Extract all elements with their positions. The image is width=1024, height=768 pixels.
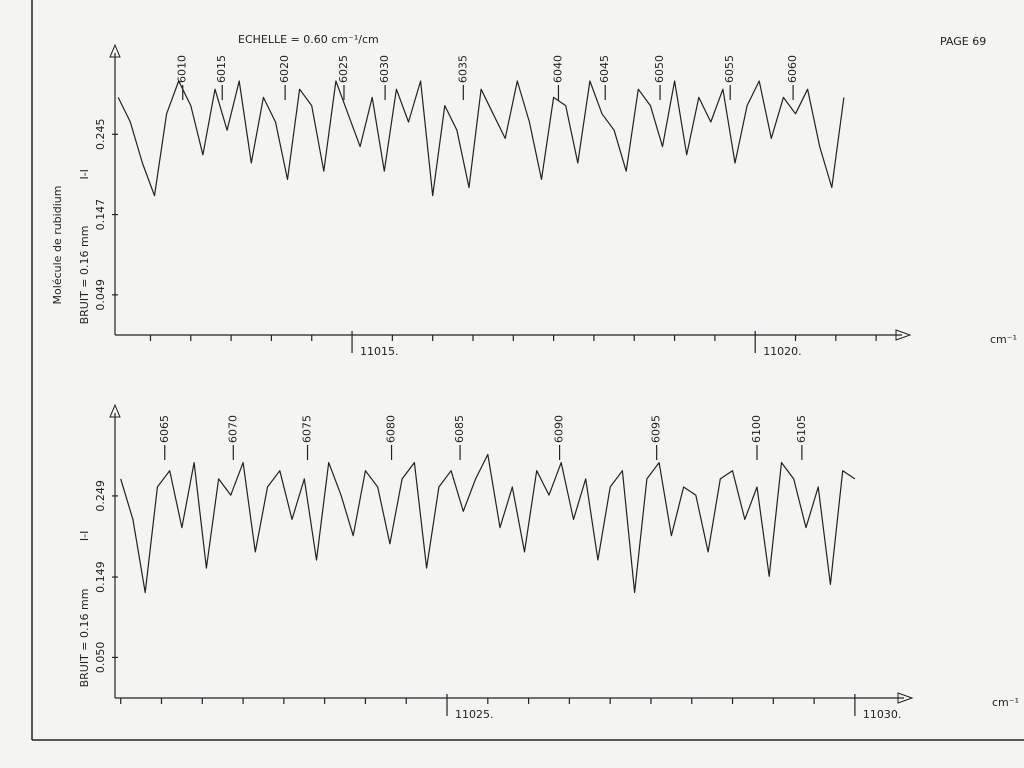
x-unit: cm⁻¹ [990,333,1017,346]
line-label: 6030 [378,55,391,83]
x-unit: cm⁻¹ [992,696,1019,709]
line-label: 6050 [653,55,666,83]
y-tick-label: 0.249 [94,480,107,512]
line-label: 6010 [176,55,189,83]
line-label: 6045 [598,55,611,83]
y-axis-label: I-I [78,531,91,541]
line-label: 6020 [278,55,291,83]
line-label: 6065 [158,415,171,443]
line-label: 6105 [795,415,808,443]
y-tick-label: 0.147 [94,199,107,231]
x-tick-label: 11025. [455,708,494,721]
y-arrow [109,43,121,58]
line-label: 6060 [786,55,799,83]
line-label: 6070 [226,415,239,443]
page-number: PAGE 69 [940,35,986,48]
line-label: 6095 [650,415,663,443]
y-arrow [109,403,121,418]
line-label: 6055 [723,55,736,83]
line-label: 6025 [337,55,350,83]
y-tick-label: 0.050 [94,642,107,674]
line-label: 6075 [301,415,314,443]
line-label: 6085 [453,415,466,443]
line-label: 6015 [215,55,228,83]
x-arrow [897,692,914,704]
y-tick-label: 0.149 [94,561,107,593]
y-tick-label: 0.245 [94,119,107,151]
x-arrow [895,329,912,341]
line-label: 6090 [553,415,566,443]
spectrum [117,80,845,197]
molecule-label: Molécule de rubidium [51,186,64,305]
noise-label: BRUIT = 0.16 mm [78,589,91,688]
scale-note: ECHELLE = 0.60 cm⁻¹/cm [238,33,379,46]
line-label: 6100 [750,415,763,443]
spectrum [120,453,856,594]
x-tick-label: 11015. [360,345,399,358]
x-tick-label: 11020. [763,345,802,358]
y-tick-label: 0.049 [94,279,107,311]
line-label: 6040 [551,55,564,83]
line-label: 6080 [385,415,398,443]
noise-label: BRUIT = 0.16 mm [78,226,91,325]
line-label: 6035 [456,55,469,83]
y-axis-label: I-I [78,169,91,179]
x-tick-label: 11030. [863,708,902,721]
